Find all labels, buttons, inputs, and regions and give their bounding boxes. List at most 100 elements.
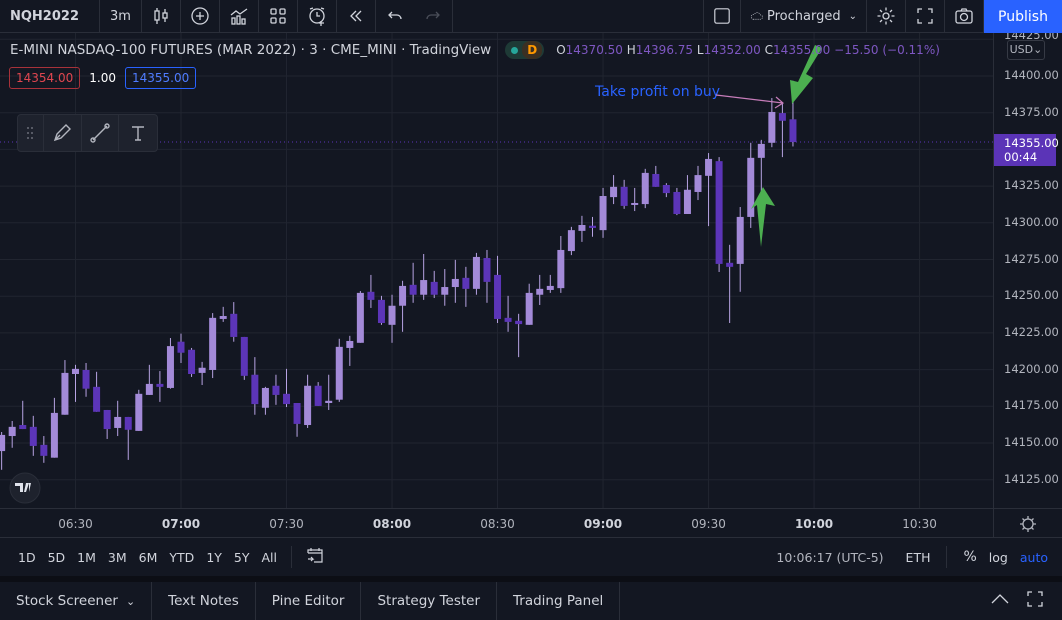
candle[interactable] bbox=[135, 389, 143, 431]
range-button-all[interactable]: All bbox=[261, 549, 278, 565]
candle[interactable] bbox=[219, 306, 227, 322]
candle[interactable] bbox=[610, 175, 618, 205]
candle[interactable] bbox=[472, 252, 480, 295]
candle[interactable] bbox=[515, 313, 523, 358]
candle[interactable] bbox=[177, 333, 185, 363]
candle[interactable] bbox=[430, 270, 438, 299]
compare-symbol-button[interactable] bbox=[181, 0, 220, 33]
candle[interactable] bbox=[420, 253, 428, 300]
chart-type-button[interactable] bbox=[142, 0, 181, 33]
candle[interactable] bbox=[272, 374, 280, 405]
candle[interactable] bbox=[683, 175, 691, 214]
candle[interactable] bbox=[166, 338, 174, 389]
publish-button[interactable]: Publish bbox=[984, 0, 1062, 33]
candle[interactable] bbox=[188, 347, 196, 377]
candle[interactable] bbox=[673, 187, 681, 216]
candle[interactable] bbox=[103, 409, 111, 439]
candle[interactable] bbox=[40, 436, 48, 463]
candle[interactable] bbox=[578, 215, 586, 242]
candle[interactable] bbox=[736, 207, 744, 292]
candle[interactable] bbox=[525, 283, 533, 325]
fullscreen-button[interactable] bbox=[906, 0, 945, 33]
range-button-1d[interactable]: 1D bbox=[18, 549, 36, 565]
time-axis[interactable]: 06:30 07:00 07:30 08:00 08:30 09:00 09:30 10:00… bbox=[0, 508, 1062, 538]
log-scale-toggle[interactable]: log bbox=[988, 549, 1008, 565]
market-status-badge[interactable]: D bbox=[505, 41, 545, 59]
candle[interactable] bbox=[705, 153, 713, 227]
range-button-1y[interactable]: 1Y bbox=[206, 549, 222, 565]
rectangle-select-button[interactable] bbox=[703, 0, 741, 33]
candle[interactable] bbox=[462, 266, 470, 307]
candle[interactable] bbox=[335, 338, 343, 402]
candle[interactable] bbox=[483, 249, 491, 303]
buy-button[interactable]: 14355.00 bbox=[124, 67, 197, 89]
tradingview-logo[interactable] bbox=[9, 472, 41, 504]
layout-button[interactable] bbox=[259, 0, 298, 33]
candle[interactable] bbox=[747, 142, 755, 228]
range-button-5d[interactable]: 5D bbox=[47, 549, 66, 565]
candle[interactable] bbox=[314, 382, 322, 406]
tab-text-notes[interactable]: Text Notes bbox=[152, 582, 256, 620]
clock[interactable]: 10:06:17 (UTC-5) bbox=[776, 549, 884, 565]
candle[interactable] bbox=[304, 374, 312, 428]
candle[interactable] bbox=[377, 295, 385, 325]
settings-button[interactable] bbox=[867, 0, 906, 33]
percent-scale-toggle[interactable]: % bbox=[963, 549, 977, 565]
annotation-arrow[interactable] bbox=[715, 94, 785, 109]
candle[interactable] bbox=[399, 280, 407, 332]
candle[interactable] bbox=[198, 361, 206, 386]
go-to-date-button[interactable] bbox=[300, 547, 330, 568]
candle[interactable] bbox=[557, 236, 565, 293]
candle[interactable] bbox=[567, 226, 575, 256]
replay-button[interactable] bbox=[337, 0, 376, 33]
candle[interactable] bbox=[261, 386, 269, 415]
sell-arrow-icon[interactable] bbox=[790, 45, 822, 104]
candle[interactable] bbox=[588, 216, 596, 237]
range-button-5y[interactable]: 5Y bbox=[233, 549, 250, 565]
range-button-3m[interactable]: 3M bbox=[107, 549, 127, 565]
quantity[interactable]: 1.00 bbox=[89, 71, 116, 85]
auto-scale-toggle[interactable]: auto bbox=[1019, 549, 1048, 565]
candle[interactable] bbox=[409, 262, 417, 303]
tab-stock-screener[interactable]: Stock Screener ⌄ bbox=[0, 582, 153, 620]
range-button-1m[interactable]: 1M bbox=[77, 549, 96, 565]
candle[interactable] bbox=[50, 397, 58, 458]
sell-button[interactable]: 14354.00 bbox=[9, 67, 81, 89]
candle[interactable] bbox=[694, 165, 702, 201]
tab-pine-editor[interactable]: Pine Editor bbox=[256, 582, 362, 620]
candle[interactable] bbox=[293, 402, 301, 437]
session-button[interactable]: ETH bbox=[905, 549, 931, 565]
candle[interactable] bbox=[652, 165, 660, 187]
candle[interactable] bbox=[209, 313, 217, 379]
candle[interactable] bbox=[504, 295, 512, 332]
candle[interactable] bbox=[230, 302, 238, 342]
candle[interactable] bbox=[82, 362, 90, 397]
candle[interactable] bbox=[251, 357, 259, 415]
candle[interactable] bbox=[388, 294, 396, 343]
candle[interactable] bbox=[124, 416, 132, 460]
drag-handle[interactable] bbox=[18, 115, 44, 151]
candle[interactable] bbox=[620, 179, 628, 209]
candle[interactable] bbox=[356, 291, 364, 343]
tab-strategy-tester[interactable]: Strategy Tester bbox=[361, 582, 498, 620]
maximize-panel-button[interactable] bbox=[1020, 590, 1062, 612]
candle[interactable] bbox=[93, 371, 101, 412]
annotation-text[interactable]: Take profit on buy bbox=[594, 84, 720, 100]
candle[interactable] bbox=[599, 187, 607, 238]
candle[interactable] bbox=[19, 400, 27, 430]
candle[interactable] bbox=[631, 187, 639, 212]
candle[interactable] bbox=[367, 274, 375, 308]
indicators-button[interactable] bbox=[220, 0, 259, 33]
candle[interactable] bbox=[240, 336, 248, 380]
alert-button[interactable] bbox=[298, 0, 337, 33]
candle[interactable] bbox=[71, 364, 79, 402]
interval-button[interactable]: 3m bbox=[100, 0, 142, 33]
snapshot-button[interactable] bbox=[945, 0, 984, 33]
candle[interactable] bbox=[0, 431, 6, 470]
layout-name-dropdown[interactable]: Procharged ⌄ bbox=[741, 0, 867, 33]
candle[interactable] bbox=[29, 415, 37, 456]
candle[interactable] bbox=[768, 98, 776, 148]
candle[interactable] bbox=[441, 269, 449, 306]
axis-settings-button[interactable] bbox=[993, 509, 1062, 538]
candle[interactable] bbox=[451, 259, 459, 303]
